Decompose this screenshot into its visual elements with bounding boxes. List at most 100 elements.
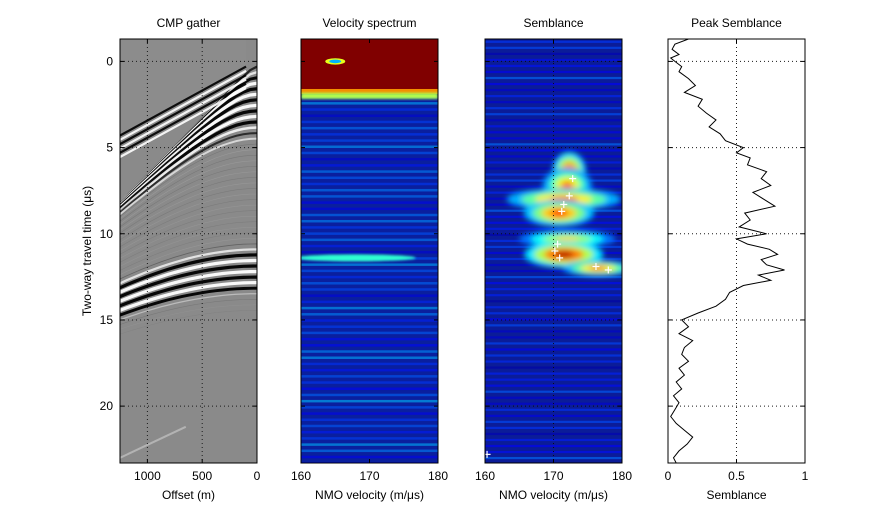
semblance-texture-band [485,456,622,460]
spectrum-texture-band [301,356,438,359]
semblance-texture-band [485,420,622,423]
x-tick-label: 160 [475,469,495,483]
spectrum-texture-band [301,251,438,254]
spectrum-texture-band [301,424,438,428]
semblance-texture-band [485,149,622,152]
x-tick-label: 180 [428,469,448,483]
y-tick-label: 10 [100,227,114,241]
x-tick-label: 0 [665,469,672,483]
y-tick-label: 15 [100,313,114,327]
spectrum-texture-band [301,331,438,335]
semblance-panel: 160 170 180 Semblance NMO velocity (m/μs) [475,16,632,502]
x-tick-label: 180 [612,469,632,483]
semblance-y-ticks [485,60,622,407]
peak-semblance-grid [668,39,805,463]
y-tick-label: 20 [100,399,114,413]
gather-reflection [120,171,257,231]
spectrum-texture-band [301,368,438,372]
spectrum-texture-band [301,164,438,167]
spectrum-texture-band [301,269,438,273]
semblance-texture-band [485,408,622,411]
semblance-texture-band [485,155,622,158]
velocity-spectrum-image [301,39,438,463]
y-tick-label: 0 [106,54,113,68]
spectrum-texture-band [301,449,438,453]
spectrum-texture-band [301,381,438,384]
spectrum-texture-band [301,393,438,397]
spectrum-texture-band [301,288,438,291]
semblance-texture-band [485,336,622,339]
gather-reflection [120,226,257,267]
spectrum-texture-band [301,455,438,459]
semblance-texture-band [485,95,622,98]
gather-reflection [120,199,257,248]
gather-reflection [120,193,257,244]
spectrum-texture-band [301,337,438,341]
semblance-blob-contour [553,251,574,258]
spectrum-texture-band [301,387,438,391]
gather-reflection [120,310,257,335]
cmp-gather-grid [120,39,257,463]
semblance-pick-marker [556,254,564,262]
semblance-pick-marker [560,200,568,208]
semblance-texture-band [485,143,622,146]
gather-reflection [120,281,257,312]
semblance-texture-band [485,348,622,351]
gather-reflection [120,120,257,210]
spectrum-texture-band [301,306,438,310]
semblance-texture-band [485,64,622,68]
gather-reflection [120,253,257,290]
spectrum-texture-band [301,114,438,117]
spectrum-texture-band [301,213,438,217]
gather-pre-arrival [120,39,247,136]
semblance-blob-contour [561,181,574,190]
semblance-texture-band [485,82,622,86]
gather-reflection [120,270,257,303]
gather-reflection [120,238,257,275]
x-tick-label: 500 [192,469,212,483]
spectrum-texture-band [301,430,438,434]
spectrum-texture-band [301,244,438,248]
gather-first-arrival [120,74,247,146]
spectrum-texture-band [301,399,438,403]
x-tick-label: 0 [254,469,261,483]
gather-reflection [120,264,257,299]
cmp-gather-title: CMP gather [157,16,221,30]
cmp-gather-axes-box [119,38,258,464]
gather-reflection [120,275,257,308]
gather-first-arrival [120,82,247,154]
x-tick-label: 0.5 [728,469,745,483]
spectrum-texture-band [301,344,438,347]
spectrum-texture-band [301,151,438,155]
velocity-spectrum-x-ticks: 160 170 180 [291,39,448,483]
spectrum-texture-band [301,170,438,173]
semblance-texture-band [485,137,622,140]
semblance-texture-band [485,324,622,327]
velocity-spectrum-y-ticks [301,60,438,407]
semblance-blob-contour [589,266,607,271]
gather-reflection [120,166,257,228]
semblance-texture-band [485,101,622,104]
spectrum-texture-band [301,294,438,297]
spectrum-texture-band [301,412,438,415]
spectrum-saturated-band [301,39,438,93]
spectrum-hot-spot-core [329,59,342,64]
gather-reflection [120,221,257,263]
spectrum-texture-band [301,443,438,446]
semblance-texture-band [485,125,622,128]
semblance-texture-band [485,227,622,230]
x-tick-label: 170 [543,469,563,483]
gather-reflection [120,149,257,220]
peak-semblance-panel: 0 0.5 1 Peak Semblance Semblance [665,16,809,502]
gather-reflection [120,298,257,325]
semblance-xlabel: NMO velocity (m/μs) [499,488,608,502]
gather-reflection [120,204,257,251]
gather-deep-arrival [120,425,187,459]
peak-semblance-line [669,39,785,463]
semblance-texture-band [485,444,622,448]
spectrum-texture-band [301,263,438,266]
semblance-texture-band [485,432,622,436]
gather-first-arrival [120,87,247,159]
spectrum-texture-band [301,120,438,124]
semblance-x-ticks: 160 170 180 [475,39,632,483]
